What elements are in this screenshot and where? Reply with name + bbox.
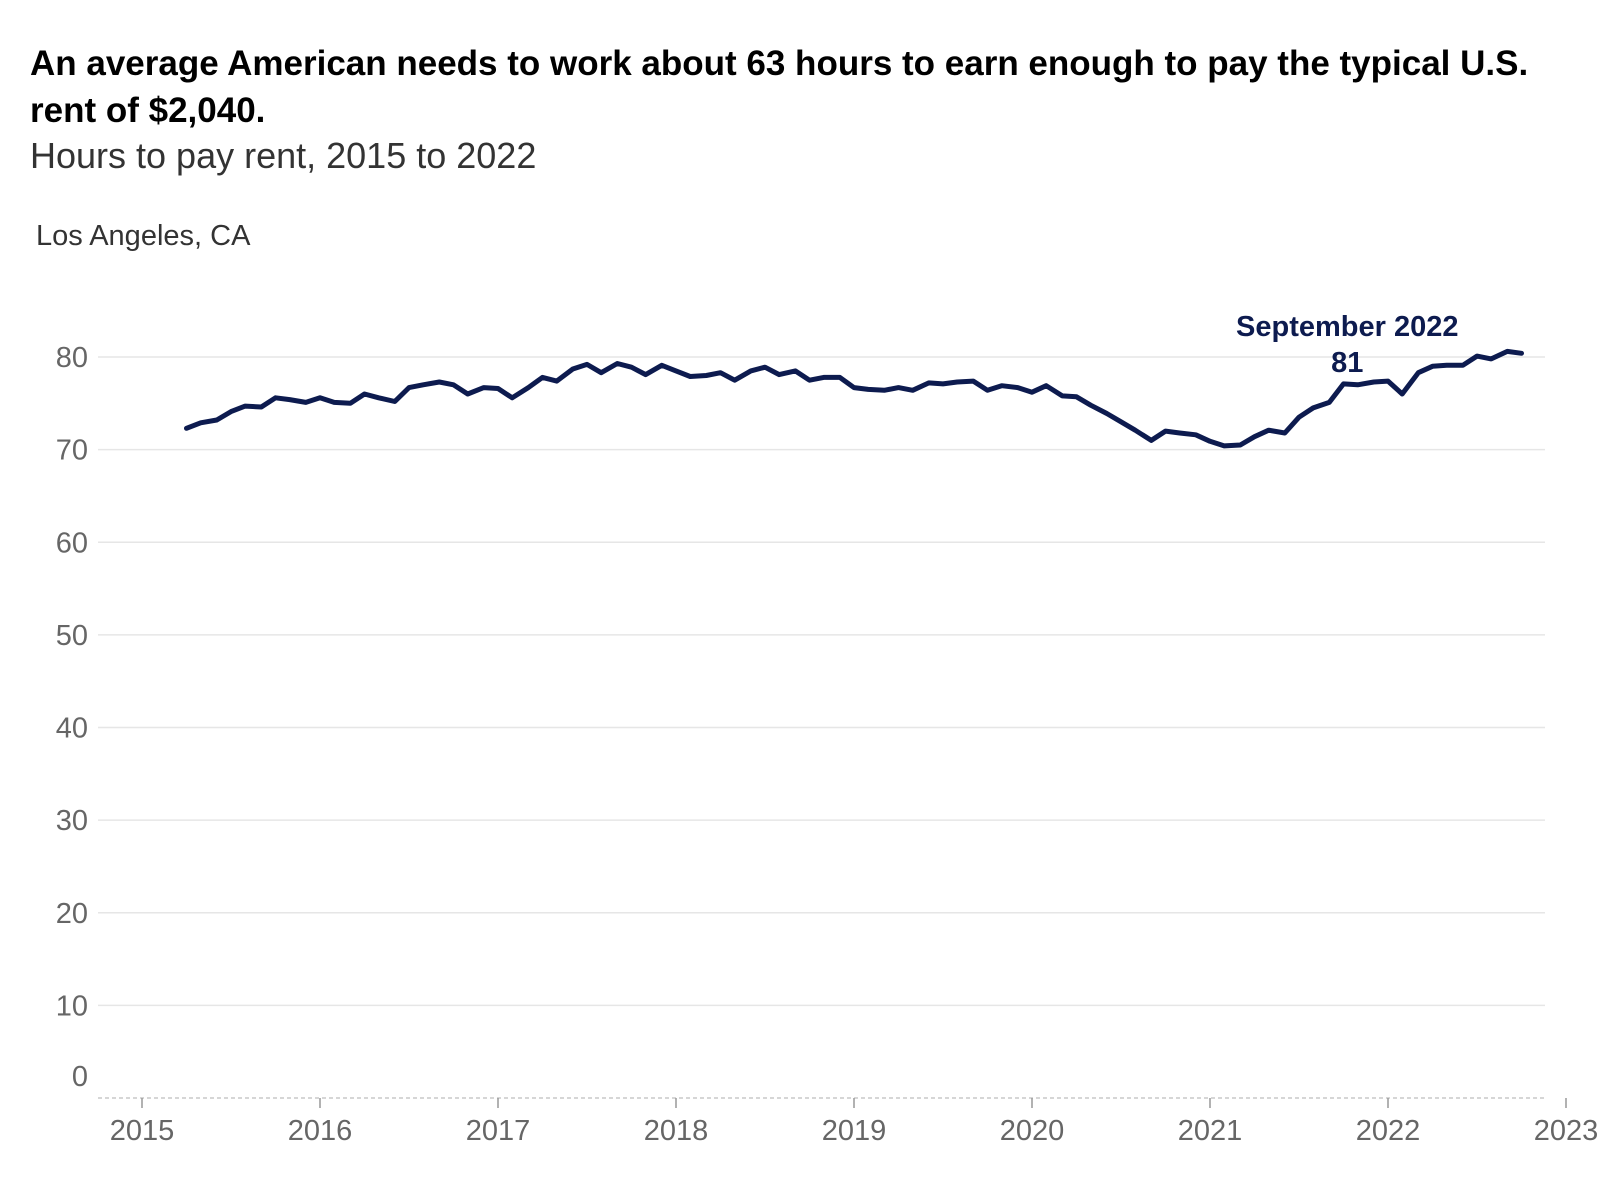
y-tick-label: 30	[56, 805, 88, 837]
annotation-label: September 2022	[1236, 311, 1458, 343]
y-tick-label: 70	[56, 435, 88, 467]
annotation-value: 81	[1331, 347, 1363, 379]
x-tick-label: 2015	[110, 1115, 175, 1147]
y-tick-label: 20	[56, 898, 88, 930]
x-tick-label: 2022	[1356, 1115, 1421, 1147]
x-tick-label: 2016	[288, 1115, 353, 1147]
chart-title: An average American needs to work about …	[30, 44, 1529, 130]
x-tick-label: 2021	[1178, 1115, 1243, 1147]
y-tick-label: 10	[56, 990, 88, 1022]
y-tick-label: 0	[72, 1061, 88, 1093]
y-tick-label: 50	[56, 620, 88, 652]
panel-label: Los Angeles, CA	[36, 220, 251, 252]
series-line	[184, 348, 1524, 449]
y-tick-label: 60	[56, 527, 88, 559]
x-tick-label: 2017	[466, 1115, 531, 1147]
chart-subtitle: Hours to pay rent, 2015 to 2022	[30, 135, 537, 176]
x-tick-label: 2019	[822, 1115, 887, 1147]
y-tick-label: 80	[56, 342, 88, 374]
x-tick-label: 2018	[644, 1115, 709, 1147]
y-tick-label: 40	[56, 713, 88, 745]
x-tick-label: 2020	[1000, 1115, 1065, 1147]
x-tick-label: 2023	[1534, 1115, 1598, 1147]
